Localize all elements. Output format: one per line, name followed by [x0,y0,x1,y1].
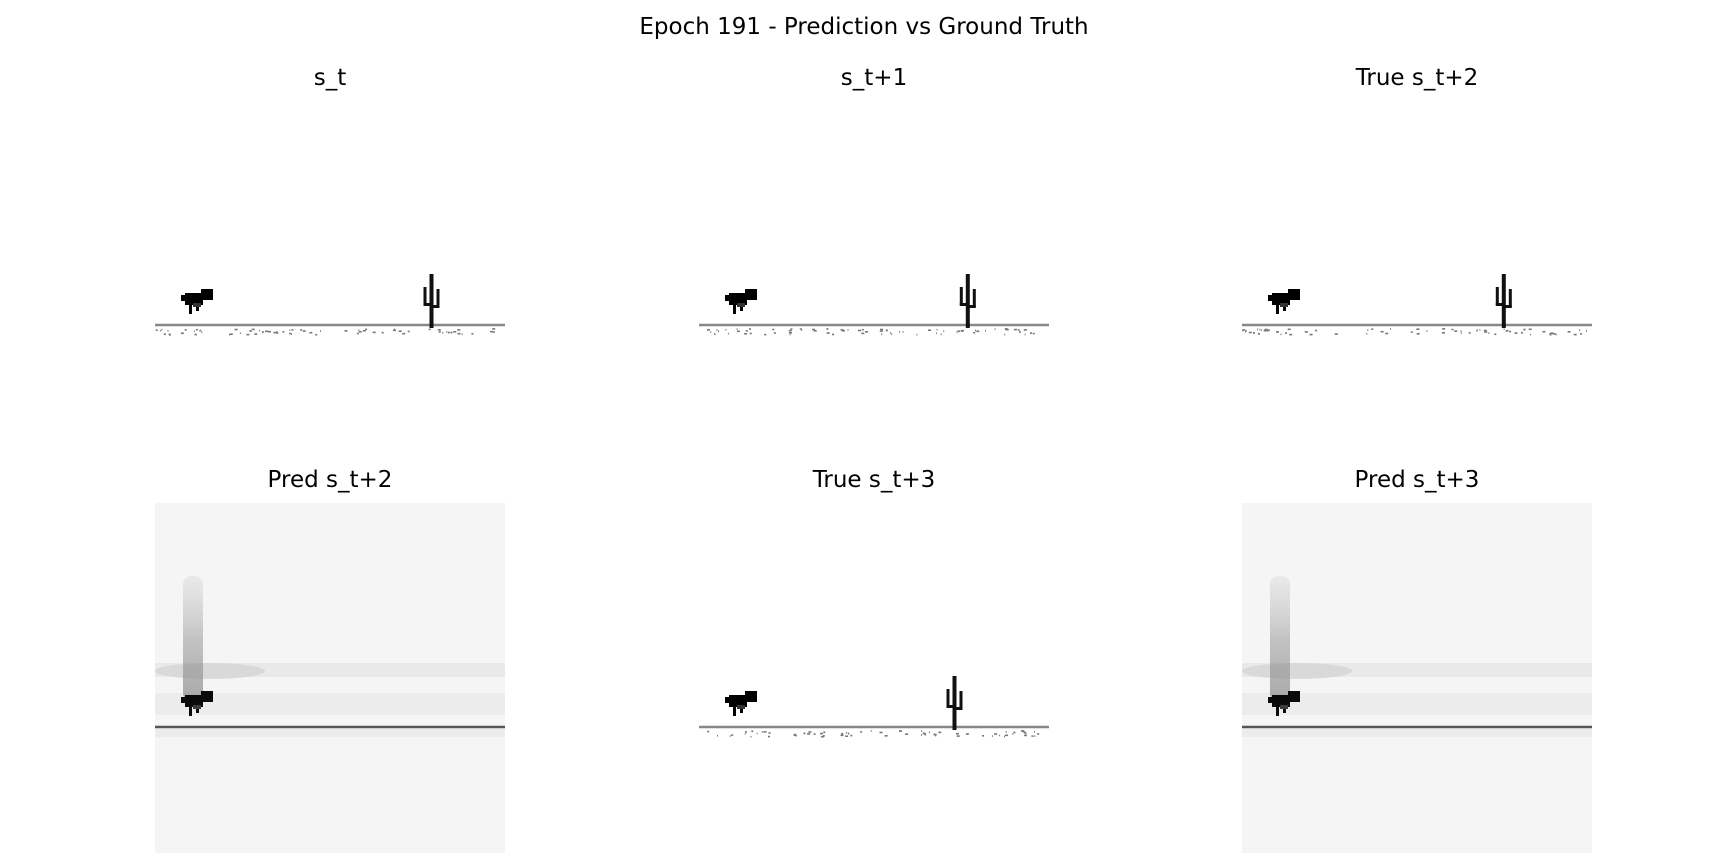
game-frame [1242,274,1592,336]
dino-sprite [181,289,213,314]
ghost-trail [183,576,203,701]
game-frame [699,274,1049,336]
panel-title: True s_t+2 [1355,65,1479,91]
dino-sprite [1268,691,1300,716]
blur-smear [155,663,265,679]
figure-title: Epoch 191 - Prediction vs Ground Truth [639,14,1089,40]
game-frame [1242,503,1592,853]
panel-s-t-plus-1: s_t+1 [699,65,1049,451]
cactus-sprite [946,676,963,730]
dino-sprite [181,691,213,716]
dino-sprite [725,691,757,716]
ground-texture [1242,328,1587,336]
cactus-sprite [423,274,440,328]
panel-true-s-t-plus-3: True s_t+3 [699,467,1049,853]
blur-band [155,729,505,737]
dino-sprite [725,289,757,314]
panel-pred-s-t-plus-2: Pred s_t+2 [155,467,505,853]
blur-band [1242,729,1592,737]
panel-true-s-t-plus-2: True s_t+2 [1242,65,1592,451]
panel-title: True s_t+3 [812,467,936,493]
panel-pred-s-t-plus-3: Pred s_t+3 [1242,467,1592,853]
panel-title: s_t+1 [840,65,908,91]
blur-band [155,693,505,715]
panel-title: s_t [313,65,347,91]
game-frame [155,274,505,336]
ground-texture [707,730,1040,738]
ghost-trail [1270,576,1290,701]
dino-sprite [1268,289,1300,314]
ground-texture [707,328,1035,336]
blur-band [1242,693,1592,715]
game-frame [155,503,505,853]
panel-title: Pred s_t+3 [1354,467,1480,493]
blur-smear [1242,663,1352,679]
panel-title: Pred s_t+2 [267,467,393,493]
cactus-sprite [1495,274,1512,328]
cactus-sprite [959,274,976,328]
game-frame [699,676,1049,738]
ground-texture [155,328,496,336]
panel-s-t: s_t [155,65,505,451]
